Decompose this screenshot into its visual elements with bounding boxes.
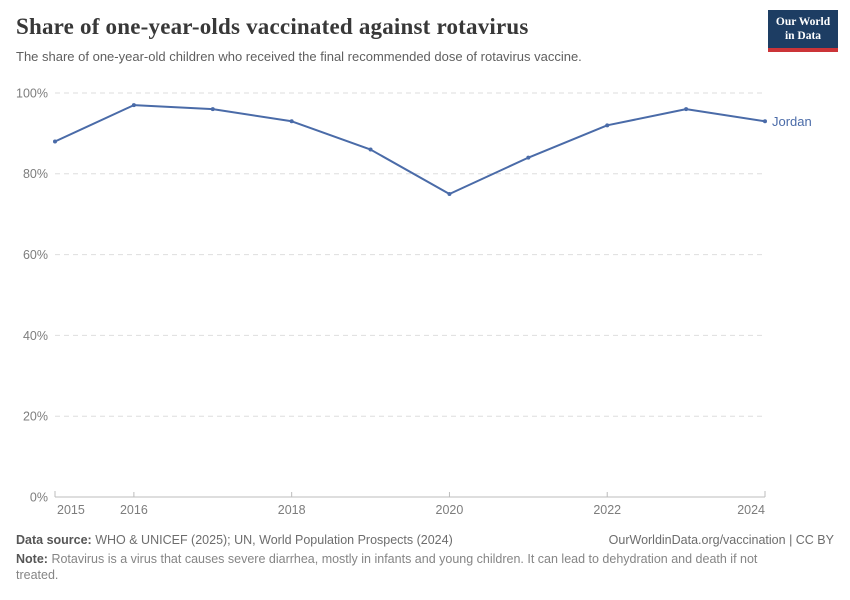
chart-header: Share of one-year-olds vaccinated agains… <box>16 10 838 64</box>
license-link[interactable]: OurWorldinData.org/vaccination | CC BY <box>608 533 834 547</box>
data-source[interactable]: Data source: WHO & UNICEF (2025); UN, Wo… <box>16 532 453 548</box>
data-point-jordan-2024[interactable] <box>763 119 767 124</box>
data-point-jordan-2016[interactable] <box>131 103 136 108</box>
y-axis-label: 80% <box>23 167 48 181</box>
logo-line2: in Data <box>784 29 822 42</box>
y-axis-label: 0% <box>30 490 48 504</box>
x-axis-label: 2015 <box>57 503 85 517</box>
x-axis-label: 2024 <box>737 503 765 517</box>
data-point-jordan-2020[interactable] <box>447 192 452 196</box>
data-source-label: Data source: <box>16 533 92 547</box>
vaccination-line-chart: 0% 20% 40% 60% 80% 100% 2015 2016 2018 2020 2022 20… <box>16 86 812 517</box>
x-axis-label: 2016 <box>120 503 148 517</box>
data-point-jordan-2021[interactable] <box>526 155 531 160</box>
data-point-jordan-2015[interactable] <box>53 139 57 144</box>
y-axis-label: 20% <box>23 410 48 424</box>
owid-logo[interactable]: Our World in Data <box>768 10 838 52</box>
data-point-jordan-2017[interactable] <box>210 107 215 112</box>
note-text: Rotavirus is a virus that causes severe … <box>16 552 758 582</box>
chart-note: Note: Rotavirus is a virus that causes s… <box>16 551 773 583</box>
note-label: Note: <box>16 552 48 566</box>
y-axis-label: 100% <box>16 86 48 100</box>
x-axis-label: 2018 <box>278 503 306 517</box>
data-point-jordan-2018[interactable] <box>289 119 294 124</box>
logo-line1: Our World <box>775 16 831 28</box>
chart-subtitle: The share of one-year-old children who r… <box>16 49 582 64</box>
data-source-text: WHO & UNICEF (2025); UN, World Populatio… <box>95 533 453 547</box>
data-point-jordan-2019[interactable] <box>368 147 373 152</box>
chart-footer: Data source: WHO & UNICEF (2025); UN, Wo… <box>16 532 834 583</box>
series-line-jordan[interactable] <box>54 104 766 195</box>
data-point-jordan-2022[interactable] <box>605 123 610 128</box>
data-point-jordan-2023[interactable] <box>684 107 689 112</box>
series-label-jordan[interactable]: Jordan <box>772 114 812 129</box>
x-axis-label: 2020 <box>436 503 464 517</box>
y-axis-label: 40% <box>23 329 48 343</box>
y-axis-label: 60% <box>23 248 48 262</box>
x-axis-label: 2022 <box>593 503 621 517</box>
page-title: Share of one-year-olds vaccinated agains… <box>16 14 529 39</box>
